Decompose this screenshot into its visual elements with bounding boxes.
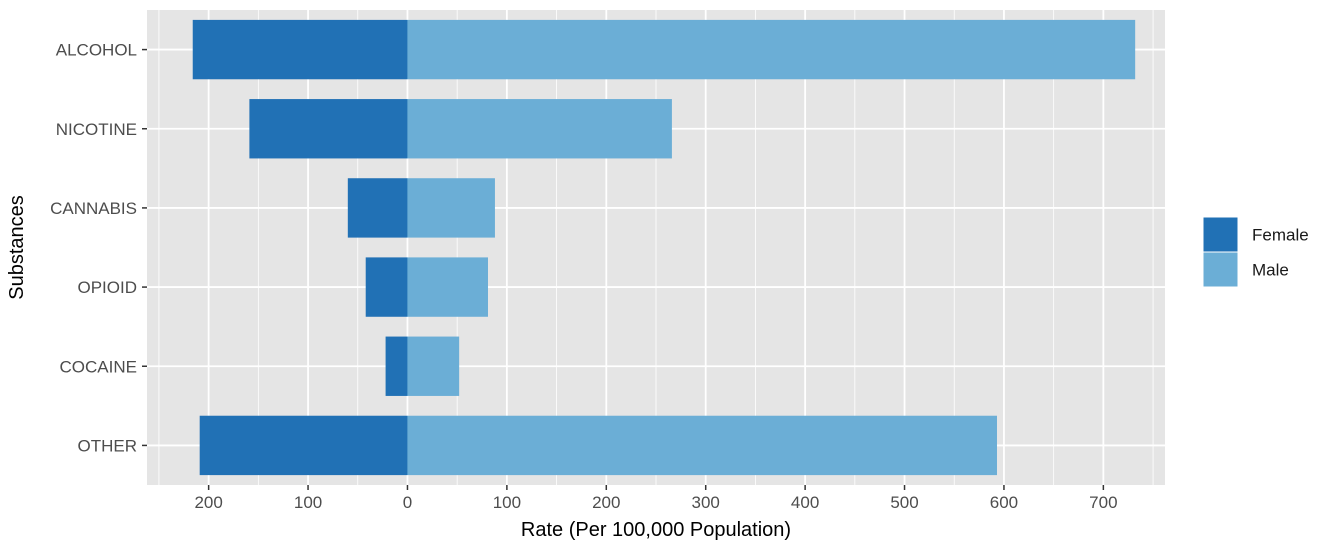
legend-label-female: Female [1252, 226, 1309, 245]
y-tick-label: NICOTINE [56, 120, 137, 139]
x-tick-label: 300 [692, 493, 720, 512]
bar-female-cocaine [385, 336, 408, 396]
bar-male-nicotine [407, 99, 672, 159]
y-tick-label: ALCOHOL [56, 41, 137, 60]
legend-key-male [1202, 251, 1239, 288]
y-tick-label: COCAINE [60, 357, 137, 376]
x-tick-label: 700 [1089, 493, 1117, 512]
legend-key-female [1202, 216, 1239, 253]
x-tick-label: 100 [294, 493, 322, 512]
y-tick-label: OPIOID [77, 278, 137, 297]
bar-male-opioid [407, 257, 488, 317]
bar-female-opioid [365, 257, 408, 317]
bar-female-nicotine [249, 99, 408, 159]
bar-female-alcohol [192, 19, 408, 80]
bar-male-alcohol [407, 19, 1136, 80]
bars [192, 19, 1136, 476]
x-tick-label: 400 [791, 493, 819, 512]
x-tick-label: 500 [890, 493, 918, 512]
y-axis-title: Substances [6, 195, 28, 300]
x-tick-label: 600 [990, 493, 1018, 512]
x-tick-label: 200 [194, 493, 222, 512]
bar-male-other [407, 415, 997, 476]
bar-female-cannabis [347, 178, 408, 238]
legend-label-male: Male [1252, 261, 1289, 280]
x-axis-title: Rate (Per 100,000 Population) [521, 519, 791, 541]
bar-male-cocaine [407, 336, 460, 396]
bar-male-cannabis [407, 178, 495, 238]
x-tick-label: 200 [592, 493, 620, 512]
y-tick-label: CANNABIS [50, 199, 137, 218]
minor-gridlines [158, 10, 1154, 485]
y-tick-label: OTHER [78, 436, 138, 455]
x-axis: 200 100 0 100 200 300 400 500 600 700 [194, 485, 1118, 512]
y-axis: ALCOHOL NICOTINE CANNABIS OPIOID COCAINE OTHE… [50, 41, 147, 455]
legend: Female Male [1202, 216, 1309, 288]
x-tick-label: 0 [403, 493, 412, 512]
bar-female-other [199, 415, 408, 476]
x-tick-label: 100 [493, 493, 521, 512]
